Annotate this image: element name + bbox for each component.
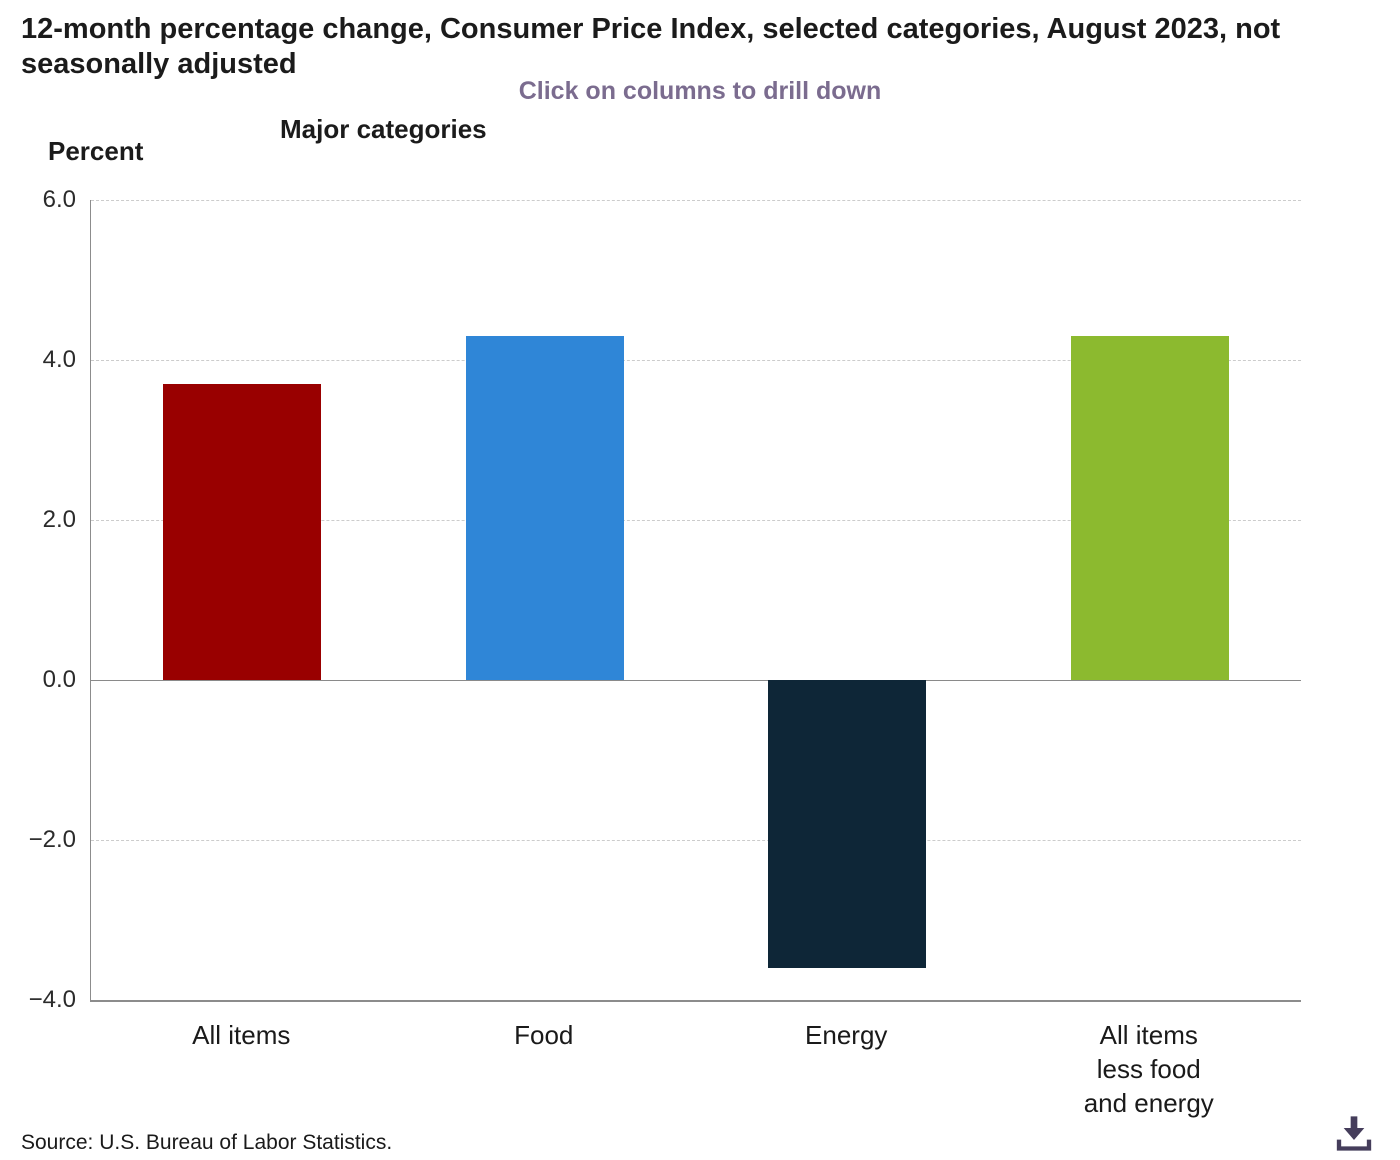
chart-subtitle: Click on columns to drill down: [518, 77, 882, 105]
y-tick-label: 2.0: [42, 506, 76, 533]
y-axis-title: Percent: [48, 136, 144, 166]
bar-all-items-less-food-and-energy[interactable]: [1070, 336, 1229, 680]
chart-title: 12-month percentage change, Consumer Pri…: [21, 13, 1281, 80]
y-tick-label: −4.0: [28, 986, 76, 1013]
bar-food[interactable]: [465, 336, 624, 680]
y-tick-label: 4.0: [42, 346, 76, 373]
x-axis-label: Energy: [805, 1020, 888, 1050]
x-axis-label: Food: [514, 1020, 574, 1050]
gridline: [91, 840, 1301, 841]
download-button[interactable]: [1330, 1110, 1378, 1156]
x-axis-label: All items less food and energy: [1083, 1020, 1214, 1118]
y-tick-label: 0.0: [42, 666, 76, 693]
y-axis-tick-labels: 6.0 4.0 2.0 0.0 −2.0 −4.0: [4, 186, 76, 1013]
zero-line: [91, 680, 1301, 681]
group-label: Major categories: [280, 114, 487, 144]
x-axis-labels: All items Food Energy All items less food a…: [90, 1018, 1300, 1138]
y-tick-label: −2.0: [28, 826, 76, 853]
download-icon: [1336, 1116, 1372, 1151]
bar-energy[interactable]: [768, 680, 927, 968]
gridline: [91, 200, 1301, 201]
bar-all-items[interactable]: [163, 384, 322, 680]
gridline: [91, 520, 1301, 521]
x-axis-label: All items: [192, 1020, 291, 1050]
source-text: Source: U.S. Bureau of Labor Statistics.: [21, 1131, 393, 1154]
plot-area: [90, 200, 1301, 1002]
y-tick-label: 6.0: [42, 186, 76, 213]
gridline: [91, 360, 1301, 361]
